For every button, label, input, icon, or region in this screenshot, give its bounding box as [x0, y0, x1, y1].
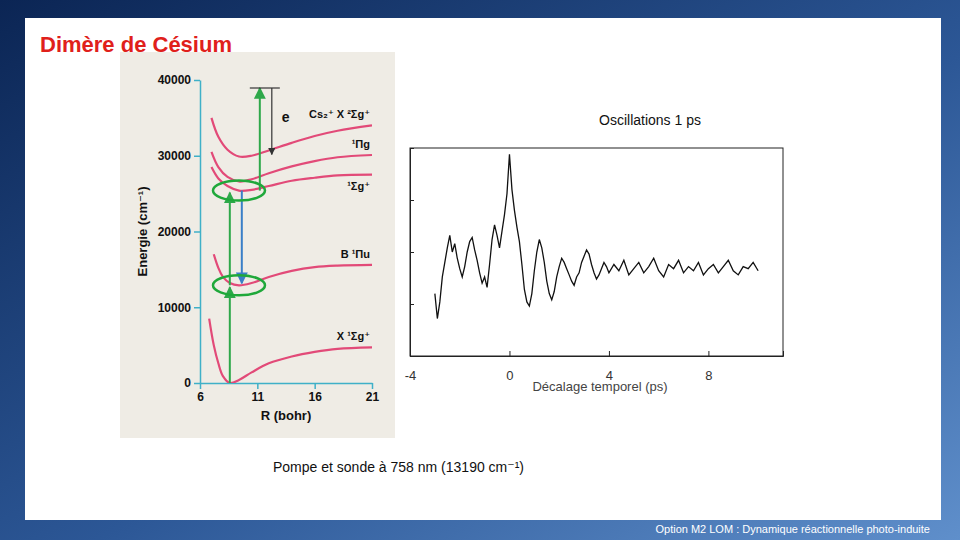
tick-mark [410, 200, 414, 201]
annotation: e [282, 109, 290, 125]
tick-label: 6 [197, 390, 204, 404]
tick-mark [194, 80, 200, 82]
tick-label: 10000 [158, 301, 192, 315]
tick-label: 20000 [158, 225, 192, 239]
tick: 16 [308, 383, 322, 404]
caption: Pompe et sonde à 758 nm (13190 cm⁻¹) [273, 459, 524, 475]
tick: 40000 [158, 73, 200, 87]
plot-area [435, 154, 758, 318]
tick [410, 304, 414, 305]
highlight-ellipse [213, 181, 265, 201]
x-axis-title: R (bohr) [261, 408, 312, 423]
curve-label: ¹Σg⁺ [347, 180, 370, 192]
tick [410, 252, 414, 253]
tick: 21 [366, 383, 380, 404]
tick-mark [410, 304, 414, 305]
content-panel [25, 18, 941, 520]
curve-label: ¹Πg [352, 138, 370, 150]
tick: 11 [251, 383, 264, 404]
tick-mark [372, 383, 374, 389]
y-axis: 0 10000 20000 30000 40000 [158, 73, 201, 390]
axis-line [201, 383, 373, 385]
x-axis: 6 11 16 21 [197, 383, 379, 404]
tick-mark [194, 231, 200, 233]
tick-label: 40000 [158, 73, 192, 87]
curve-label: Cs₂⁺ X ²Σg⁺ [309, 108, 370, 120]
chart-title: Oscillations 1 ps [599, 112, 701, 128]
figure-background [120, 52, 395, 438]
tick-mark [314, 383, 316, 389]
potential-curve [209, 319, 372, 383]
tick-label: 11 [251, 390, 264, 404]
tick-label: -4 [405, 368, 417, 383]
tick-mark [194, 307, 200, 309]
potential-curve [211, 118, 372, 157]
tick: 10000 [158, 301, 200, 315]
tick: 0 [506, 351, 513, 383]
tick: 20000 [158, 225, 200, 239]
axis-line [411, 351, 784, 357]
potential-curve [211, 167, 372, 191]
tick-mark [194, 383, 200, 385]
tick: 6 [197, 383, 204, 404]
tick-label: 30000 [158, 149, 192, 163]
pump-arrow [229, 287, 231, 383]
tick [410, 356, 414, 357]
tick-label: 21 [366, 390, 380, 404]
plot-area [209, 118, 372, 383]
x-axis-title: Décalage temporel (ps) [532, 379, 667, 394]
ionisation-arrow [259, 88, 261, 191]
curve-label: B ¹Πu [341, 248, 370, 260]
tick-mark [609, 351, 610, 356]
y-axis [410, 149, 414, 357]
transitions [213, 88, 280, 383]
tick-mark [410, 252, 414, 253]
probe-arrow [229, 193, 231, 286]
tick-label: 16 [308, 390, 322, 404]
tick-mark [708, 351, 709, 356]
tick-label: 0 [184, 376, 191, 390]
signal-line [435, 154, 758, 318]
tick-mark [509, 351, 510, 356]
footer: Option M2 LOM : Dynamique réactionnelle … [655, 523, 930, 535]
emission-arrow [241, 191, 243, 284]
tick-mark [194, 156, 200, 158]
electron-arrow [271, 88, 272, 155]
tick-label: 8 [705, 368, 712, 383]
tick: 30000 [158, 149, 200, 163]
y-axis-title: Energie (cm⁻¹) [135, 187, 150, 277]
axis-line [411, 149, 415, 357]
level-line [250, 87, 280, 88]
slide-background [0, 0, 960, 540]
tick: 0 [184, 376, 200, 390]
tick-mark [257, 383, 259, 389]
tick-label: 0 [506, 368, 513, 383]
tick [410, 148, 414, 149]
tick-mark [200, 383, 202, 389]
highlight-ellipse [213, 275, 265, 295]
tick-mark [410, 148, 414, 149]
tick: 8 [705, 351, 712, 383]
tick-mark [410, 356, 414, 357]
plot-frame [410, 148, 783, 356]
curve-label: X ¹Σg⁺ [337, 330, 370, 342]
tick [410, 200, 414, 201]
